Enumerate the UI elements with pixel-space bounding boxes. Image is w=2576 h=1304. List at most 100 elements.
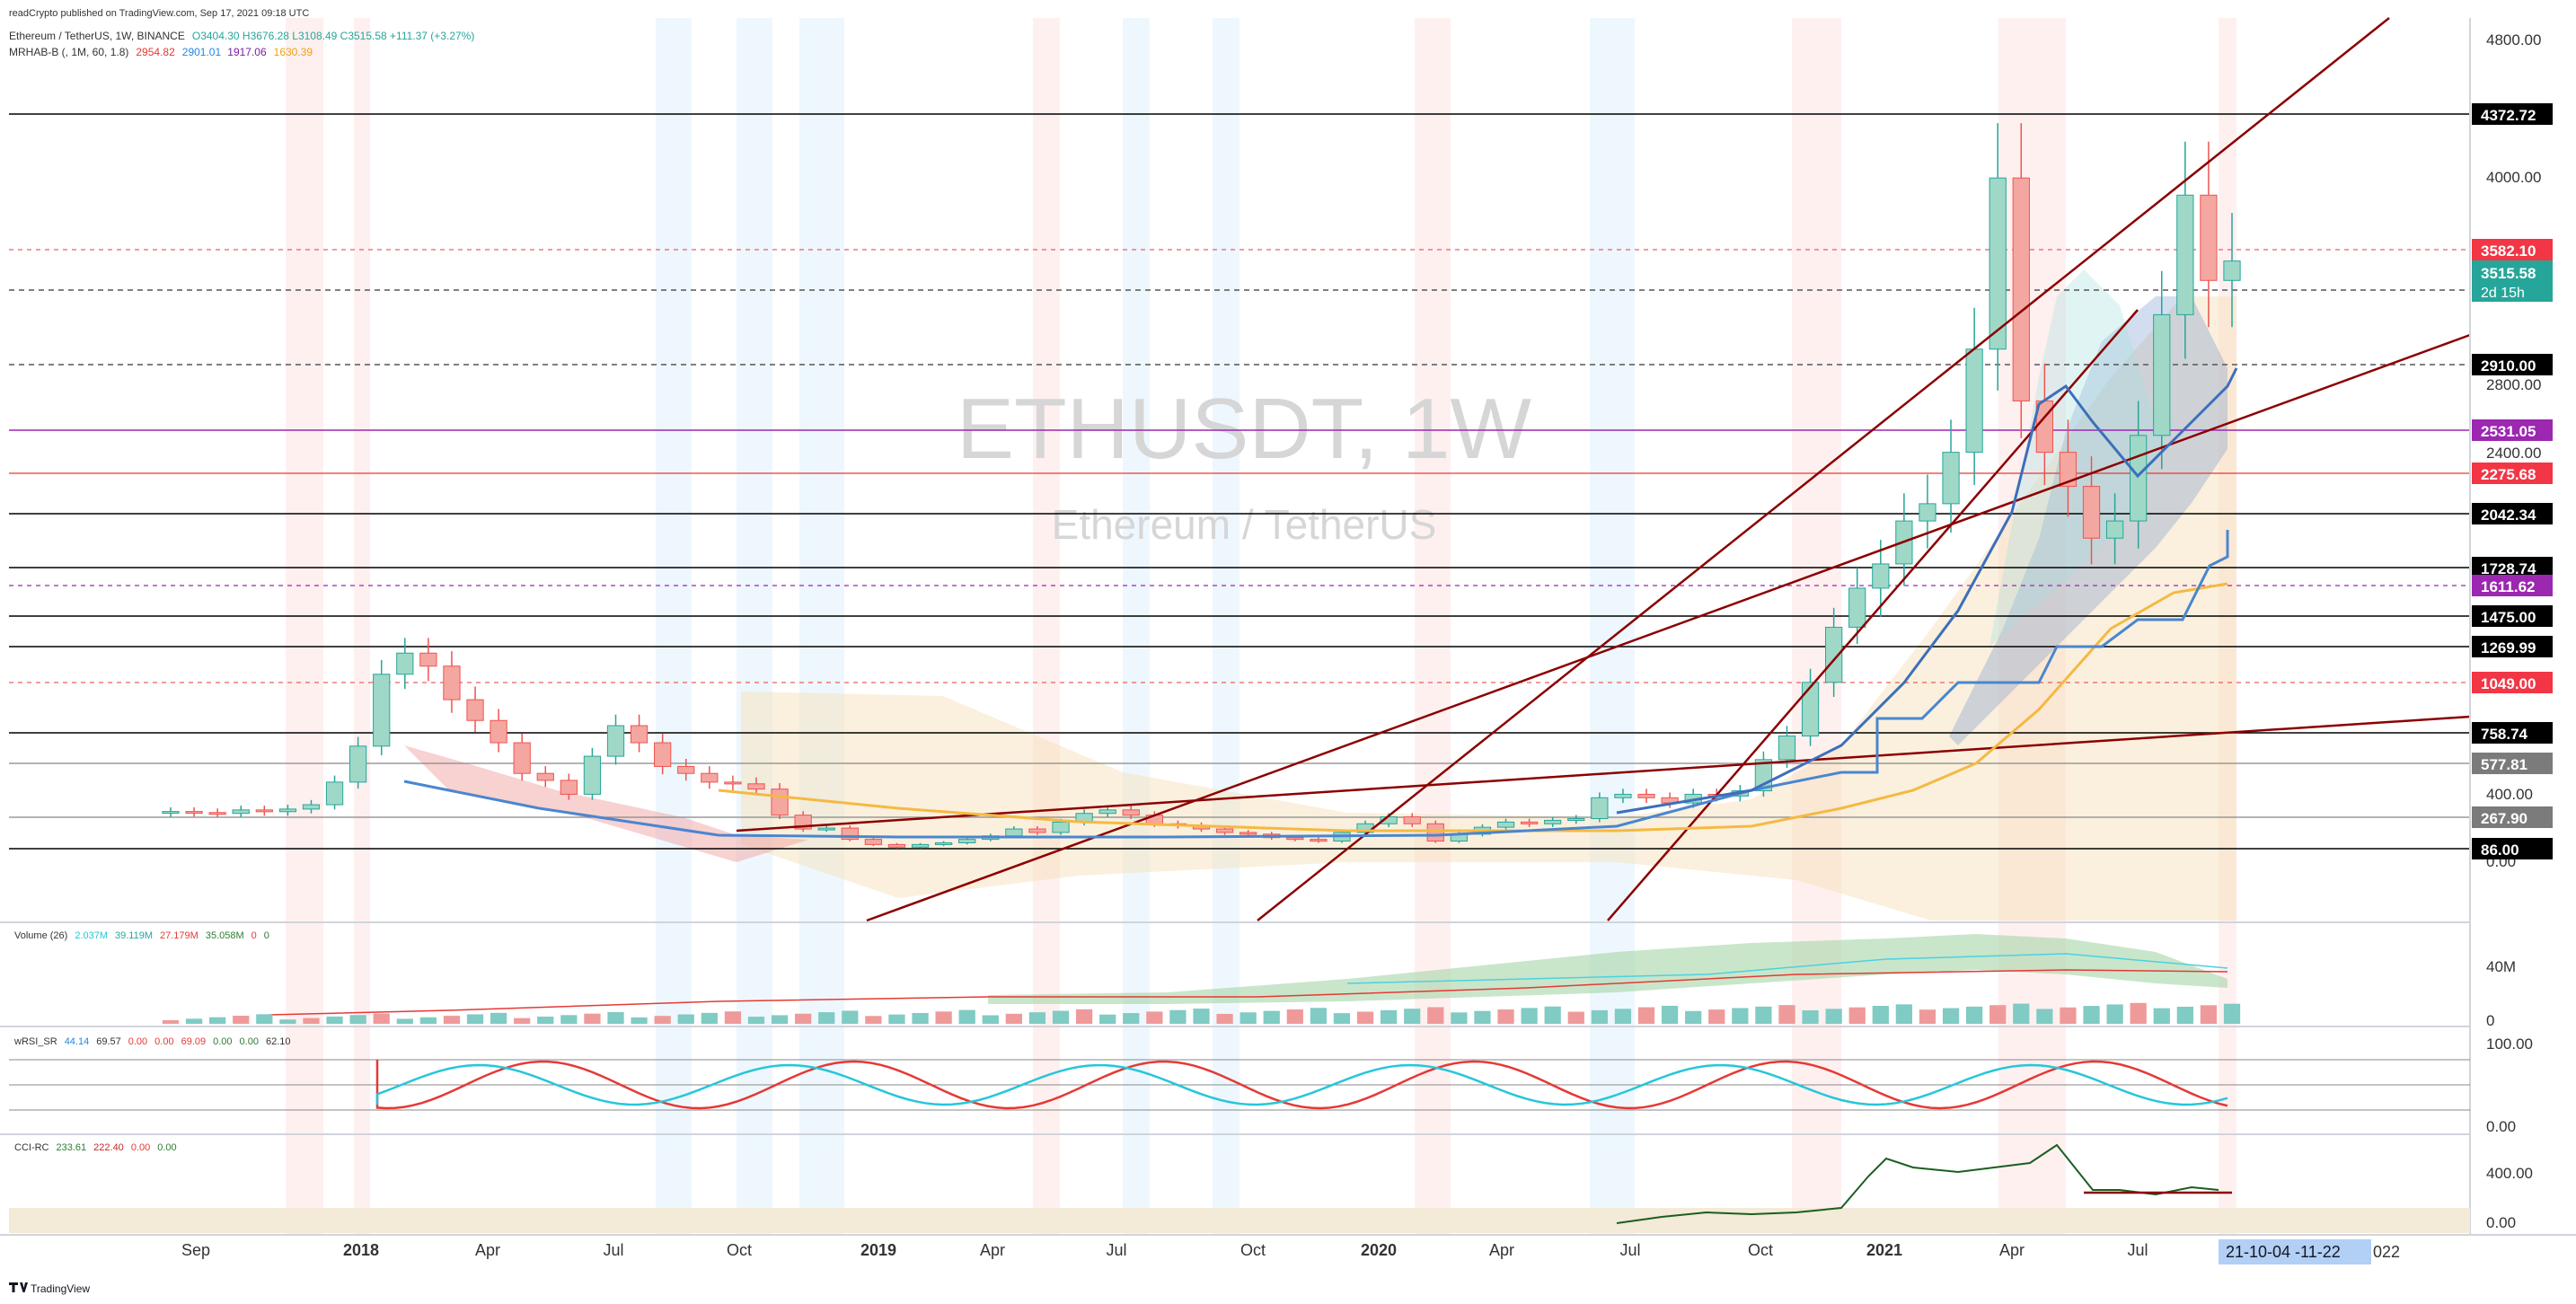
time-label-6: Apr (980, 1241, 1005, 1259)
price-label-bg-9 (2472, 605, 2553, 627)
price-label-10: 1269.99 (2481, 639, 2536, 656)
volume-axis-top: 40M (2486, 958, 2516, 975)
volume-bar-38 (1052, 1010, 1070, 1024)
volume-value-5: 0 (251, 930, 257, 941)
indicator-value-4: 1630.39 (274, 46, 313, 58)
volume-bar-64 (1661, 1005, 1679, 1024)
candle-body-61 (1591, 797, 1609, 820)
candle-body-8 (349, 745, 367, 783)
volume-legend[interactable]: Volume (26) 2.037M 39.119M 27.179M 35.058M 0 0 (14, 930, 269, 941)
brand-name: TradingView (31, 1282, 90, 1295)
trend-lines (403, 17, 2471, 922)
price-label-8: 1611.62 (2481, 578, 2536, 595)
time-label-12: Oct (1748, 1241, 1773, 1259)
volume-ma-red (269, 969, 2228, 1016)
candle-body-33 (934, 841, 953, 845)
price-label-0: 4372.72 (2481, 107, 2536, 124)
candle-body-22 (677, 765, 695, 774)
volume-bar-62 (1614, 1009, 1632, 1024)
volume-bar-72 (1848, 1007, 1866, 1024)
volume-bar-87 (2200, 1005, 2218, 1024)
time-axis[interactable]: Sep 2018 Apr Jul Oct 2019 Apr Jul Oct 2020 Apr Jul O… (181, 1239, 2400, 1264)
wrsi-value-4: 0.00 (154, 1036, 173, 1047)
candle-body-38 (1052, 821, 1070, 833)
cci-value-2: 222.40 (93, 1142, 124, 1153)
volume-bar-18 (584, 1013, 601, 1024)
candle-body-71 (1825, 626, 1843, 683)
indicator-value-3: 1917.06 (227, 46, 267, 58)
volume-bar-78 (1989, 1005, 2007, 1024)
candle-body-7 (325, 781, 344, 806)
candle-body-60 (1567, 818, 1585, 822)
session-band-0 (286, 18, 323, 1235)
price-tick-0: 4800.00 (2486, 31, 2541, 48)
time-label-4: Oct (727, 1241, 752, 1259)
wrsi-legend[interactable]: wRSI_SR 44.14 69.57 0.00 0.00 69.09 0.00 0.00 62… (13, 1036, 291, 1047)
volume-bar-71 (1825, 1009, 1842, 1024)
volume-bar-2 (209, 1017, 226, 1024)
symbol-line[interactable]: Ethereum / TetherUS, 1W, BINANCE O3404.30… (9, 30, 474, 42)
candle-body-32 (911, 843, 930, 848)
volume-bar-63 (1637, 1007, 1655, 1024)
wrsi-line-red (375, 1060, 2228, 1110)
volume-bar-25 (747, 1017, 765, 1024)
candle-body-58 (1520, 821, 1539, 824)
candle-body-13 (466, 699, 484, 721)
wrsi-pane: 100.00 0.00 (9, 1035, 2533, 1135)
cyan-cloud (1989, 269, 2174, 647)
time-label-15: Jul (2127, 1241, 2148, 1259)
candle-body-54 (1426, 823, 1444, 842)
wrsi-value-8: 62.10 (266, 1036, 291, 1047)
time-label-10: Apr (1489, 1241, 1514, 1259)
ma-orange (718, 582, 2228, 833)
time-highlight: 21-10-04 -11-22 (2226, 1243, 2341, 1261)
indicator-legend[interactable]: MRHAB-B (, 1M, 60, 1.8) 2954.82 2901.01 191… (9, 46, 313, 58)
candle-body-24 (724, 781, 742, 785)
price-label-9: 1475.00 (2481, 609, 2536, 626)
candle-body-84 (2130, 435, 2148, 522)
volume-bar-66 (1708, 1009, 1725, 1024)
volume-bar-14 (490, 1012, 507, 1024)
volume-bar-19 (607, 1012, 624, 1024)
volume-bar-51 (1356, 1011, 1374, 1024)
price-label-bg-0 (2472, 103, 2553, 125)
candle-body-69 (1778, 736, 1796, 761)
candle-body-77 (1965, 348, 1983, 454)
session-band-10 (1792, 18, 1841, 1235)
session-bands (286, 18, 2236, 1235)
volume-bar-16 (537, 1016, 554, 1024)
volume-bar-82 (2083, 1006, 2100, 1024)
countdown: 2d 15h (2481, 286, 2525, 301)
volume-bar-47 (1263, 1010, 1280, 1024)
wrsi-line-cyan (375, 1063, 2228, 1106)
wrsi-axis-zero: 0.00 (2486, 1118, 2516, 1135)
volume-bar-28 (818, 1012, 835, 1024)
candle-body-12 (443, 665, 461, 700)
volume-ma-cyan (1346, 953, 2228, 984)
candle-body-82 (2082, 486, 2101, 539)
volume-bar-3 (233, 1016, 250, 1024)
cci-legend[interactable]: CCI-RC 233.61 222.40 0.00 0.00 (14, 1142, 177, 1153)
cci-axis-zero: 0.00 (2486, 1214, 2516, 1231)
volume-bar-56 (1474, 1010, 1491, 1024)
candle-body-4 (255, 809, 273, 813)
wrsi-value-1: 44.14 (65, 1036, 90, 1047)
candle-body-21 (654, 742, 672, 767)
price-label-11: 1049.00 (2481, 675, 2536, 692)
volume-bar-45 (1216, 1013, 1233, 1024)
price-label-bg-5 (2472, 463, 2553, 484)
price-label-bg-12 (2472, 722, 2553, 744)
volume-bar-52 (1381, 1009, 1398, 1024)
volume-bar-49 (1310, 1008, 1328, 1024)
time-label-11: Jul (1619, 1241, 1640, 1259)
volume-bar-8 (349, 1015, 366, 1024)
volume-bar-4 (256, 1014, 273, 1024)
price-label-7: 1728.74 (2481, 560, 2536, 577)
ma-blue-fast (1616, 367, 2238, 815)
volume-bar-57 (1497, 1009, 1514, 1024)
volume-value-6: 0 (264, 930, 269, 941)
symbol-name: Ethereum / TetherUS, 1W, BINANCE (9, 30, 185, 42)
volume-bar-79 (2013, 1003, 2030, 1024)
price-axis[interactable]: 4800.004000.002800.002400.00400.000.0043… (2472, 31, 2553, 870)
ma-blue-step (403, 530, 2229, 839)
